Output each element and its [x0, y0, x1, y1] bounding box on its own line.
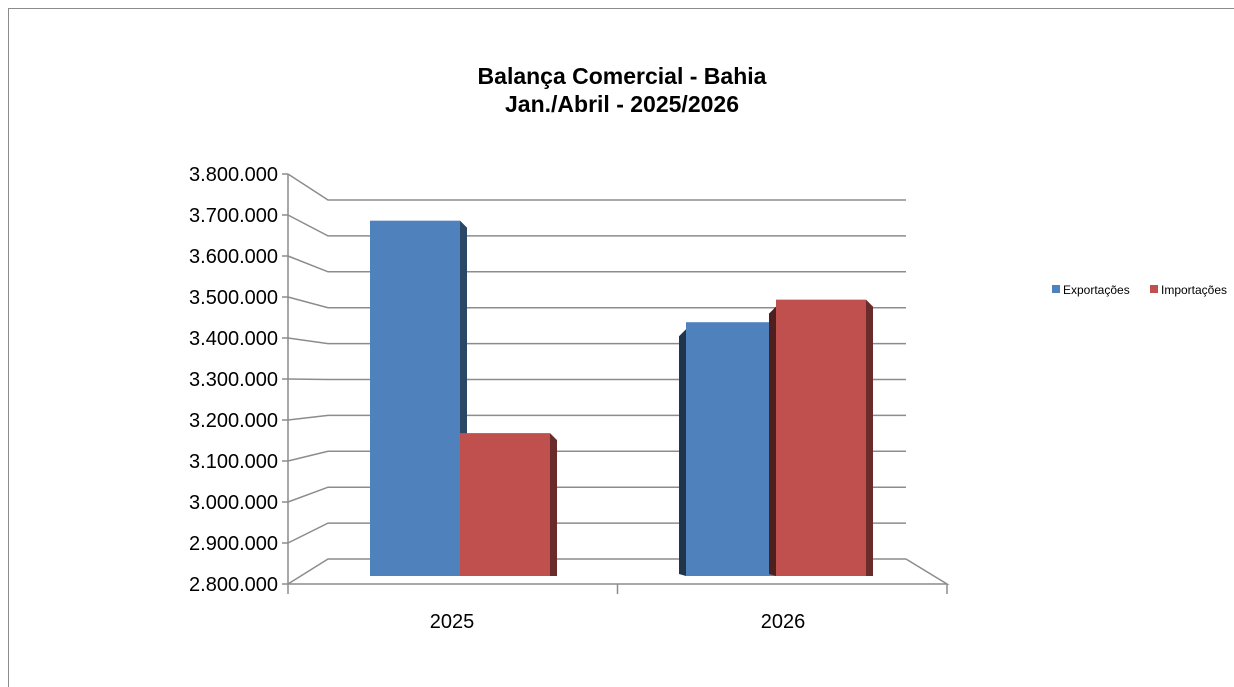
gridline [287, 214, 906, 237]
x-tick-label: 2026 [761, 611, 806, 633]
y-tick-label: 3.700.000 [189, 205, 278, 227]
y-tick-label: 3.200.000 [189, 410, 278, 432]
bar-importações-2025 [460, 433, 557, 576]
legend-swatch [1150, 285, 1158, 293]
legend-label: Exportações [1063, 283, 1130, 297]
legend: Exportações Importações [1052, 283, 1227, 297]
bar-importações-2026 [769, 299, 873, 576]
bar-exportações-2025 [370, 220, 467, 576]
gridline [287, 173, 906, 201]
x-tick-label: 2025 [430, 611, 475, 633]
y-tick-label: 3.300.000 [189, 369, 278, 391]
chart-subtitle: Jan./Abril - 2025/2026 [505, 91, 739, 117]
y-tick-label: 2.800.000 [189, 574, 278, 596]
chart-title: Balança Comercial - Bahia [478, 63, 767, 89]
y-tick-label: 3.000.000 [189, 492, 278, 514]
bar-exportações-2026 [679, 322, 776, 576]
gridline [287, 296, 906, 309]
y-tick-label: 3.800.000 [189, 164, 278, 186]
y-tick-label: 3.400.000 [189, 328, 278, 350]
y-tick-label: 3.600.000 [189, 246, 278, 268]
bars [370, 220, 873, 576]
y-axis-ticks: 2.800.000 2.900.000 3.000.000 3.100.000 3.20… [189, 164, 288, 596]
chart-frame [8, 8, 1234, 687]
legend-swatch [1052, 285, 1060, 293]
x-axis-ticks: 2025 2026 [287, 584, 948, 633]
y-tick-label: 3.100.000 [189, 451, 278, 473]
legend-label: Importações [1161, 283, 1227, 297]
y-tick-label: 2.900.000 [189, 533, 278, 555]
y-tick-label: 3.500.000 [189, 287, 278, 309]
gridline [287, 255, 906, 273]
